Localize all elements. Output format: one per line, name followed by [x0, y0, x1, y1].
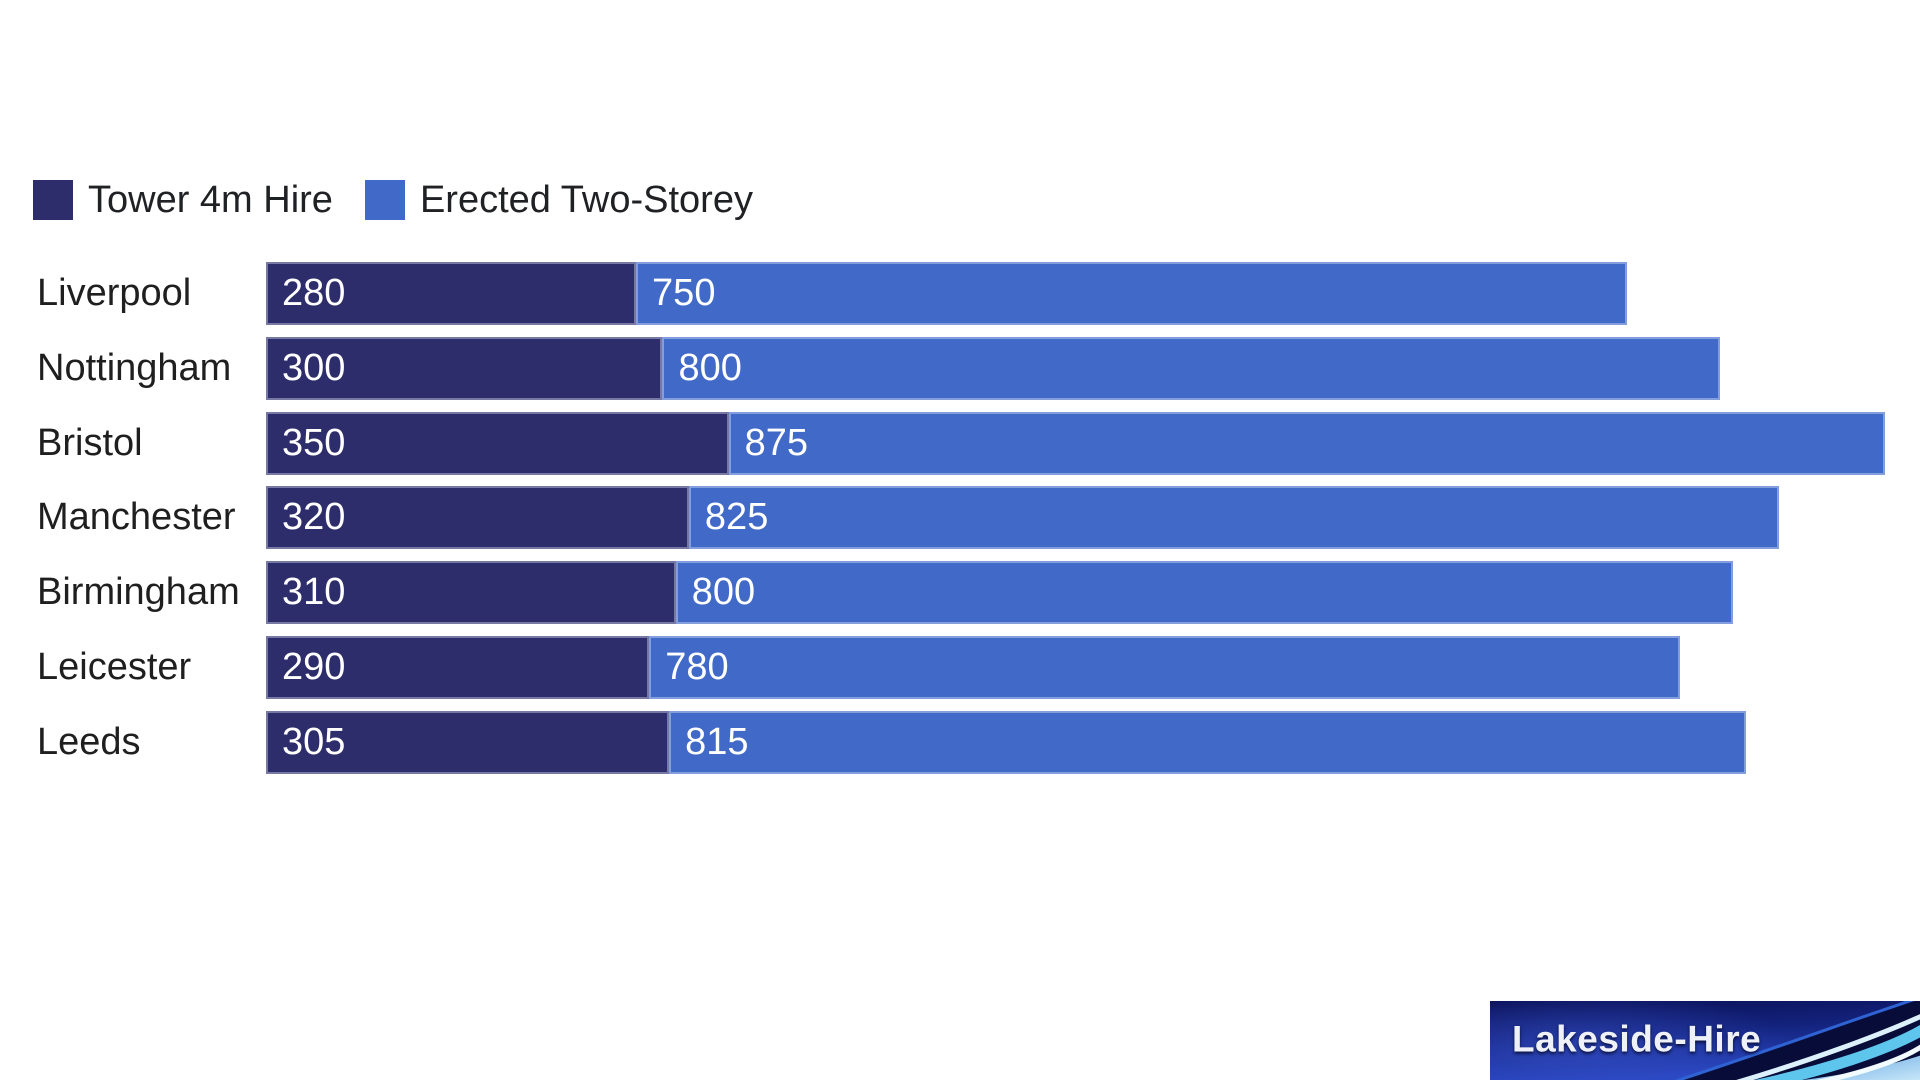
legend-item-tower-4m-hire: Tower 4m Hire — [33, 179, 333, 222]
bar-value-label: 320 — [282, 496, 346, 539]
bar-segment-tower-4m-hire: 350 — [266, 411, 729, 475]
bar-segment-erected-two-storey: 800 — [675, 561, 1733, 625]
bar-value-label: 825 — [704, 496, 769, 539]
bar-track-leicester: 290 780 — [266, 636, 1681, 699]
bar-track-liverpool: 280 750 — [266, 262, 1628, 325]
bar-segment-erected-two-storey: 825 — [688, 486, 1780, 550]
bar-segment-tower-4m-hire: 310 — [266, 561, 676, 625]
legend-item-erected-two-storey: Erected Two-Storey — [364, 178, 753, 222]
chart-row-birmingham: Birmingham 310 800 — [0, 561, 1920, 625]
bar-segment-erected-two-storey: 800 — [662, 336, 1720, 400]
logo-text: Lakeside-Hire — [1512, 1017, 1762, 1059]
bar-track-leeds: 305 815 — [266, 710, 1747, 774]
bar-value-label: 780 — [665, 646, 729, 688]
bar-track-birmingham: 310 800 — [266, 561, 1733, 625]
bar-value-label: 300 — [282, 346, 346, 389]
logo-swoosh-graphic — [1490, 1001, 1920, 1080]
bar-value-label: 280 — [282, 272, 346, 314]
category-label-leeds: Leeds — [37, 720, 141, 763]
chart-row-leeds: Leeds 305 815 — [0, 710, 1920, 774]
chart-row-nottingham: Nottingham 300 800 — [0, 336, 1920, 400]
bar-track-nottingham: 300 800 — [266, 336, 1720, 400]
bar-segment-erected-two-storey: 780 — [649, 636, 1681, 699]
bar-segment-tower-4m-hire: 290 — [266, 636, 650, 699]
legend-label-erected-two-storey: Erected Two-Storey — [419, 178, 753, 221]
bar-segment-tower-4m-hire: 320 — [266, 486, 689, 550]
category-label-bristol: Bristol — [37, 421, 143, 464]
bar-segment-tower-4m-hire: 280 — [266, 262, 637, 325]
category-label-liverpool: Liverpool — [37, 272, 192, 314]
bar-value-label: 290 — [282, 646, 346, 688]
category-label-nottingham: Nottingham — [37, 346, 232, 389]
bar-value-label: 800 — [691, 571, 756, 614]
chart-row-liverpool: Liverpool 280 750 — [0, 262, 1920, 325]
category-label-birmingham: Birmingham — [37, 571, 240, 614]
category-label-manchester: Manchester — [37, 496, 236, 539]
bar-segment-erected-two-storey: 750 — [636, 262, 1628, 325]
chart-row-bristol: Bristol 350 875 — [0, 411, 1920, 475]
bar-value-label: 350 — [282, 421, 346, 464]
chart-row-manchester: Manchester 320 825 — [0, 486, 1920, 550]
bar-value-label: 310 — [282, 571, 346, 614]
legend-label-tower-4m-hire: Tower 4m Hire — [88, 178, 333, 221]
bar-value-label: 875 — [744, 421, 808, 464]
bar-track-manchester: 320 825 — [266, 486, 1780, 550]
bar-segment-erected-two-storey: 875 — [728, 411, 1885, 475]
bar-segment-tower-4m-hire: 300 — [266, 336, 663, 400]
bar-value-label: 305 — [282, 720, 346, 763]
legend-swatch-erected-two-storey — [364, 180, 405, 220]
lakeside-hire-logo: Lakeside-Hire — [1490, 1001, 1920, 1080]
chart-legend: Tower 4m Hire Erected Two-Storey — [33, 178, 753, 222]
bar-segment-erected-two-storey: 815 — [669, 710, 1747, 774]
chart-row-leicester: Leicester 290 780 — [0, 636, 1920, 699]
bar-segment-tower-4m-hire: 305 — [266, 710, 670, 774]
category-label-leicester: Leicester — [37, 646, 192, 688]
legend-swatch-tower-4m-hire — [33, 180, 73, 220]
bar-value-label: 800 — [678, 346, 742, 389]
bar-value-label: 750 — [652, 272, 716, 314]
bar-value-label: 815 — [685, 720, 749, 763]
bar-track-bristol: 350 875 — [266, 411, 1885, 475]
